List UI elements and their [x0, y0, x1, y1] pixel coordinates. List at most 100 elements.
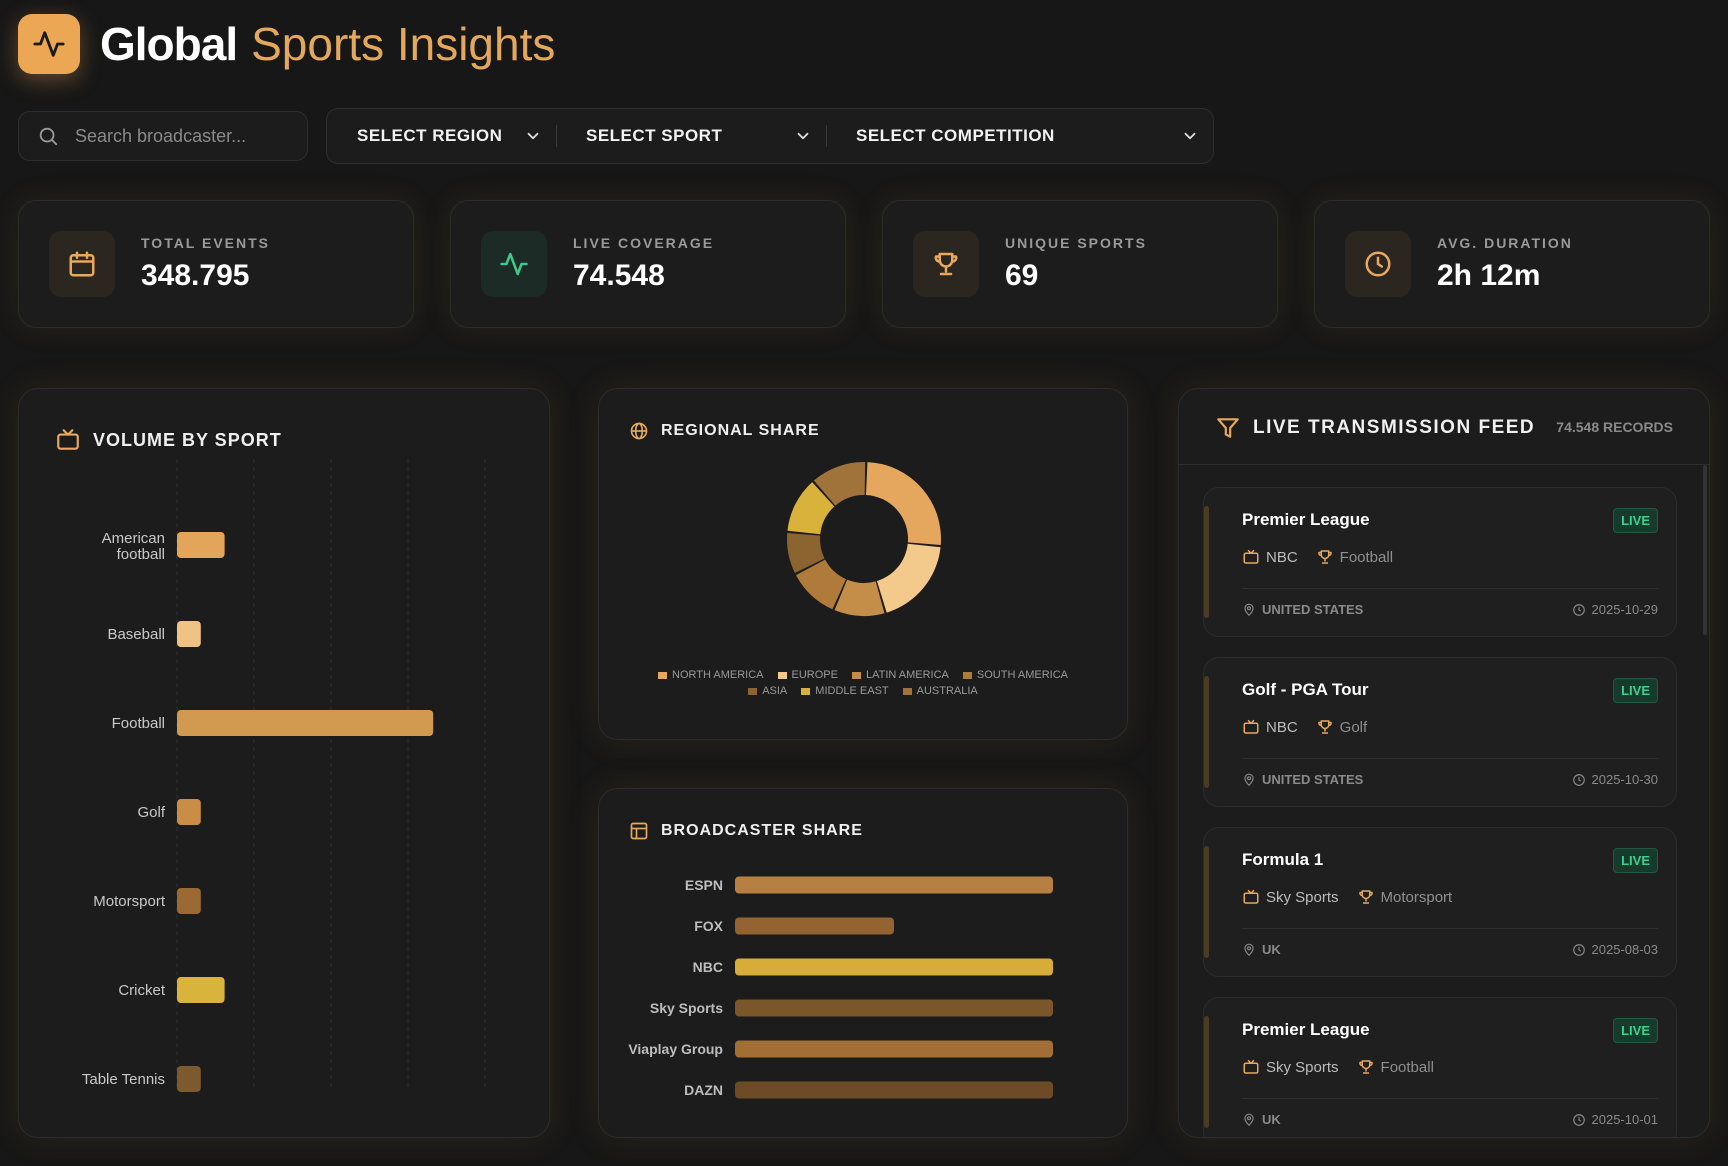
volume-bar	[177, 621, 201, 647]
search-icon	[39, 127, 58, 146]
broadcaster-bar	[735, 999, 1053, 1017]
kpi-label: TOTAL EVENTS	[141, 235, 271, 251]
feed-item-accent	[1204, 846, 1209, 958]
chevron-down-icon	[527, 132, 539, 140]
region-select[interactable]: SELECT REGION	[327, 109, 556, 163]
search-box[interactable]	[18, 111, 308, 161]
feed-item-competition: Golf - PGA Tour	[1242, 680, 1369, 699]
feed-item[interactable]: Premier League LIVE Sky Sports Football …	[1203, 997, 1677, 1137]
live-badge: LIVE	[1613, 678, 1658, 703]
feed-item-sport: Football	[1339, 548, 1394, 566]
feed-item[interactable]: Premier League LIVE NBC Football UNITED …	[1203, 487, 1677, 637]
legend-label: AUSTRALIA	[916, 685, 978, 697]
feed-item-divider	[1242, 1098, 1658, 1099]
volume-category-label: Motorsport	[93, 893, 166, 910]
regional-share-panel: REGIONAL SHARE NORTH AMERICA EUROPE LATIN …	[598, 388, 1128, 740]
broadcaster-label: Sky Sports	[650, 1000, 723, 1016]
live-badge: LIVE	[1613, 1018, 1658, 1043]
legend-label: ASIA	[762, 685, 788, 697]
legend-item: AUSTRALIA	[902, 685, 978, 697]
regional-title: REGIONAL SHARE	[629, 421, 820, 441]
activity-logo-icon[interactable]	[18, 14, 80, 74]
clock-icon	[1572, 773, 1585, 786]
donut-slice	[834, 579, 885, 616]
feed-item[interactable]: Formula 1 LIVE Sky Sports Motorsport UK …	[1203, 827, 1677, 977]
feed-item-location: UNITED STATES	[1242, 602, 1363, 617]
live-badge: LIVE	[1613, 508, 1658, 533]
broadcaster-label: DAZN	[684, 1082, 723, 1098]
activity-icon	[481, 231, 547, 297]
chevron-down-icon	[797, 132, 809, 140]
kpi-label: UNIQUE SPORTS	[1005, 235, 1147, 251]
search-input[interactable]	[75, 125, 275, 147]
feed-item-sport: Football	[1380, 1058, 1434, 1076]
legend-item: EUROPE	[777, 669, 838, 681]
feed-item-broadcaster: Sky Sports	[1266, 888, 1339, 906]
broadcaster-bar	[735, 917, 894, 935]
feed-item-competition: Premier League	[1242, 1020, 1370, 1039]
layout-icon	[630, 822, 648, 840]
feed-item-date: 2025-10-30	[1572, 772, 1658, 787]
regional-title-text: REGIONAL SHARE	[661, 422, 820, 439]
volume-by-sport-panel: VOLUME BY SPORT American football Baseball…	[18, 388, 550, 1138]
broadcaster-bar	[735, 958, 1053, 976]
volume-bar	[177, 1066, 201, 1092]
legend-label: LATIN AMERICA	[865, 669, 949, 681]
tv-icon	[1243, 549, 1259, 564]
broadcaster-title: BROADCASTER SHARE	[629, 821, 863, 841]
calendar-icon	[49, 231, 115, 297]
volume-bar	[177, 888, 201, 914]
app-title-bold: Global	[100, 18, 238, 70]
feed-item-location-text: UNITED STATES	[1262, 602, 1364, 617]
feed-item-broadcaster: NBC	[1266, 548, 1298, 566]
live-badge: LIVE	[1613, 848, 1658, 873]
feed-item-location: UK	[1242, 1112, 1281, 1127]
clock-icon	[1572, 1113, 1585, 1126]
filter-icon	[1217, 418, 1239, 438]
volume-title-text: VOLUME BY SPORT	[93, 429, 282, 450]
region-select-label: SELECT REGION	[357, 126, 503, 145]
legend-label: SOUTH AMERICA	[976, 669, 1068, 681]
feed-item-sport: Golf	[1339, 718, 1368, 736]
competition-select-label: SELECT COMPETITION	[856, 126, 1055, 145]
donut-slice	[795, 559, 846, 610]
legend-item: NORTH AMERICA	[658, 669, 764, 681]
kpi-value: 348.795	[141, 259, 250, 292]
feed-item-location-text: UK	[1262, 1112, 1281, 1127]
feed-item-competition: Formula 1	[1242, 850, 1324, 869]
feed-item[interactable]: Golf - PGA Tour LIVE NBC Golf UNITED STA…	[1203, 657, 1677, 807]
filter-bar: SELECT REGION SELECT SPORT SELECT COMPET…	[326, 108, 1214, 164]
regional-legend: NORTH AMERICA EUROPE LATIN AMERICA SOUTH AM…	[619, 669, 1107, 697]
feed-item-date: 2025-10-01	[1572, 1112, 1658, 1127]
trophy-icon	[1358, 890, 1373, 904]
feed-item-meta: NBC Golf	[1242, 718, 1367, 736]
donut-slice	[876, 543, 941, 613]
kpi-live-coverage: LIVE COVERAGE 74.548	[450, 200, 846, 328]
feed-item-location: UK	[1242, 942, 1281, 957]
legend-swatch	[902, 687, 912, 695]
volume-category-label: Golf	[137, 804, 165, 821]
app-title: Global Sports Insights	[100, 21, 555, 67]
volume-category-label: Baseball	[107, 626, 165, 643]
competition-select[interactable]: SELECT COMPETITION	[826, 109, 1213, 163]
map-pin-icon	[1244, 773, 1254, 786]
map-pin-icon	[1244, 1113, 1254, 1126]
feed-item-date: 2025-10-29	[1572, 602, 1658, 617]
donut-slice	[787, 533, 825, 574]
legend-swatch	[801, 687, 811, 695]
feed-item-date: 2025-08-03	[1572, 942, 1658, 957]
volume-bar	[177, 532, 225, 558]
legend-swatch	[748, 687, 758, 695]
feed-header: LIVE TRANSMISSION FEED 74.548 RECORDS	[1179, 389, 1709, 465]
volume-bar	[177, 710, 434, 736]
feed-item-divider	[1242, 588, 1658, 589]
feed-scrollbar[interactable]	[1703, 465, 1707, 635]
kpi-label: AVG. DURATION	[1437, 235, 1573, 251]
donut-slice	[865, 462, 941, 545]
volume-category-label: American	[102, 530, 165, 547]
broadcaster-title-text: BROADCASTER SHARE	[661, 822, 863, 839]
sport-select[interactable]: SELECT SPORT	[556, 109, 826, 163]
kpi-value: 2h 12m	[1437, 259, 1541, 292]
kpi-value: 69	[1005, 259, 1039, 292]
